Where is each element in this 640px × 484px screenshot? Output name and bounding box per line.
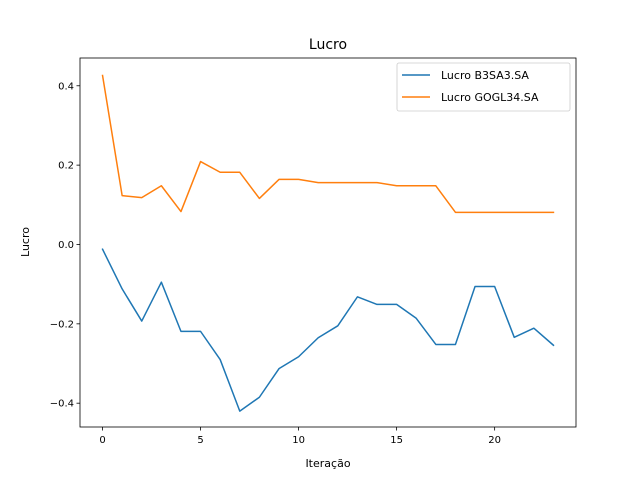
legend-label-gogl34: Lucro GOGL34.SA [441, 91, 539, 104]
chart-title: Lucro [309, 37, 347, 53]
legend-label-b3sa3: Lucro B3SA3.SA [441, 69, 529, 82]
y-axis-label: Lucro [19, 227, 32, 257]
x-axis-label: Iteração [305, 457, 350, 470]
x-tick-label: 10 [292, 435, 305, 446]
y-axis: −0.4 −0.2 0.0 0.2 0.4 [50, 81, 80, 410]
x-tick-label: 0 [99, 435, 105, 446]
y-tick-label: −0.2 [50, 319, 74, 330]
x-tick-label: 20 [488, 435, 501, 446]
x-tick-label: 5 [197, 435, 203, 446]
plot-frame [79, 57, 577, 428]
y-tick-label: 0.4 [58, 81, 74, 92]
series-line-b3sa3 [101, 248, 555, 412]
x-axis: 0 5 10 15 20 [99, 427, 501, 446]
x-tick-label: 15 [390, 435, 403, 446]
series-line-gogl34 [101, 74, 555, 214]
y-tick-label: 0.0 [58, 240, 74, 251]
legend-box [396, 62, 571, 112]
y-tick-label: 0.2 [58, 161, 74, 172]
series-layer [101, 74, 555, 412]
legend: Lucro B3SA3.SA Lucro GOGL34.SA [396, 62, 571, 112]
y-tick-label: −0.4 [50, 399, 74, 410]
